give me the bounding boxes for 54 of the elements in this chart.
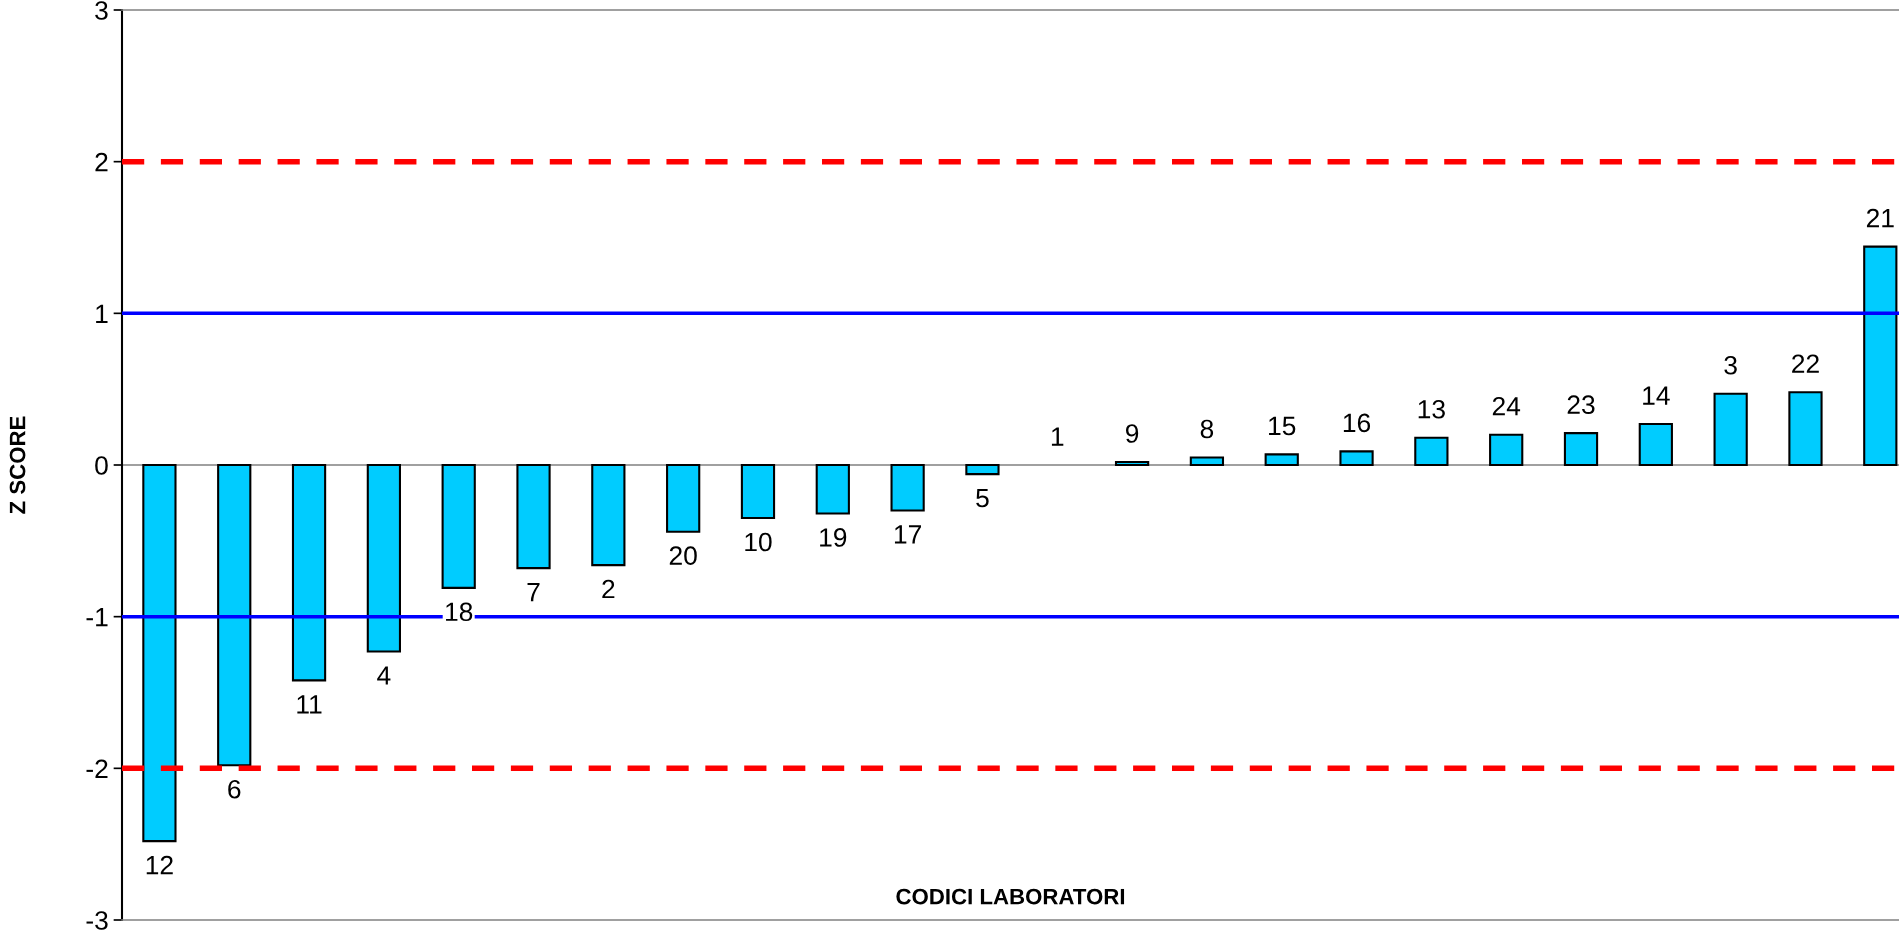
bar	[666, 463, 701, 533]
bar	[291, 463, 327, 682]
x-tick-label: 16	[1343, 413, 1371, 433]
bar	[1638, 423, 1673, 467]
x-tick-label: 1	[1051, 427, 1064, 446]
x-tick-label: 9	[1125, 424, 1139, 443]
bar	[1863, 245, 1898, 467]
y-tick-label: 2	[95, 152, 108, 172]
bar	[1189, 456, 1225, 467]
x-tick-label: 10	[745, 532, 772, 552]
x-tick-label: 12	[146, 855, 173, 875]
bar	[366, 463, 401, 653]
bar	[441, 463, 476, 589]
x-tick-label: 13	[1418, 399, 1445, 419]
y-tick-label: 1	[96, 304, 108, 323]
x-tick-label: 5	[976, 488, 989, 508]
x-tick-label: 19	[820, 528, 847, 547]
bar	[965, 463, 1000, 476]
bar	[217, 463, 252, 767]
bar	[142, 463, 177, 843]
bar	[890, 463, 925, 512]
bar	[1264, 453, 1299, 467]
y-axis-title: Z SCORE	[9, 416, 26, 514]
x-tick-label: 4	[377, 666, 391, 685]
x-tick-label: 21	[1866, 208, 1894, 228]
x-tick-label: 22	[1792, 354, 1819, 373]
x-tick-label: 17	[894, 525, 921, 544]
bar	[1489, 433, 1524, 467]
x-tick-label: 24	[1492, 396, 1521, 416]
x-tick-label: 7	[527, 582, 540, 602]
x-tick-label: 15	[1269, 416, 1296, 436]
bar	[591, 463, 626, 567]
x-tick-label: 18	[446, 602, 473, 622]
bar	[1713, 392, 1748, 467]
bar	[1563, 432, 1599, 467]
x-tick-label: 20	[669, 546, 697, 566]
bar	[740, 463, 776, 520]
bar	[815, 463, 850, 515]
y-tick-label: -2	[86, 759, 108, 778]
x-axis-title: CODICI LABORATORI	[896, 888, 1125, 905]
y-tick-label: -3	[86, 911, 108, 930]
x-tick-label: 14	[1643, 386, 1670, 405]
x-tick-label: 11	[297, 695, 322, 714]
y-tick-label: 0	[95, 456, 108, 475]
bar	[516, 463, 551, 570]
y-tick-label: 3	[95, 1, 108, 20]
bar	[1339, 450, 1374, 467]
x-tick-label: 6	[228, 779, 241, 799]
bar	[1414, 436, 1449, 467]
x-tick-label: 23	[1567, 395, 1595, 415]
bar	[1788, 391, 1823, 467]
bar	[1114, 460, 1150, 467]
y-tick-label: -1	[86, 608, 108, 627]
x-tick-label: 8	[1200, 419, 1214, 439]
